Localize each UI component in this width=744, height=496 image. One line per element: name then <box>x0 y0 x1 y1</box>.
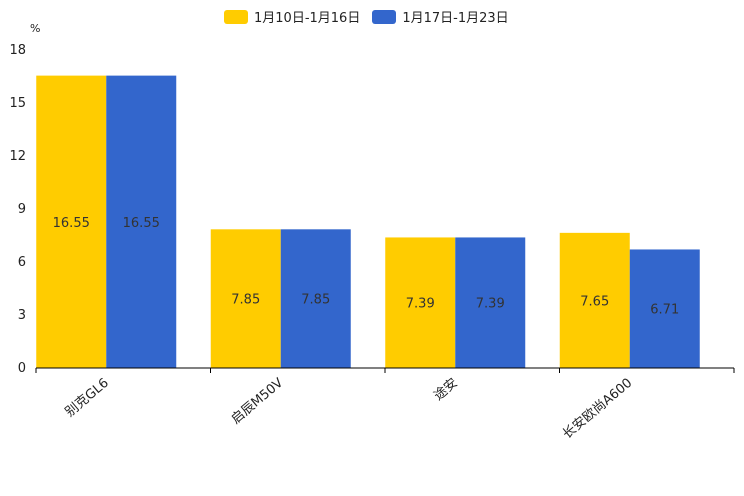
bar-1 <box>559 232 630 368</box>
bar-1 <box>210 229 281 368</box>
bar-value-label: 7.65 <box>580 294 609 309</box>
bar-2 <box>455 237 526 368</box>
legend-label-series-2: 1月17日-1月23日 <box>402 11 509 26</box>
bar-2 <box>280 229 351 368</box>
bar-value-label: 16.55 <box>53 216 90 231</box>
bar-2 <box>629 249 700 368</box>
y-tick-label: 6 <box>18 255 26 270</box>
legend-item-series-2[interactable]: 1月17日-1月23日 <box>372 7 509 26</box>
bar-value-label: 7.39 <box>476 297 505 312</box>
legend-swatch-series-1 <box>224 9 248 24</box>
y-tick-label: 18 <box>9 43 26 58</box>
bar-value-label: 7.85 <box>301 293 330 308</box>
y-axis-unit-label: % <box>30 22 41 35</box>
chart-legend: 1月10日-1月16日 1月17日-1月23日 <box>224 7 509 26</box>
bar-1 <box>36 75 107 368</box>
bar-value-label: 7.39 <box>406 297 435 312</box>
y-tick-label: 9 <box>18 202 26 217</box>
x-tick-label: 启辰M50V <box>229 376 287 428</box>
bar-value-label: 6.71 <box>650 303 679 318</box>
bar-value-label: 7.85 <box>231 293 260 308</box>
x-tick-label: 别克GL6 <box>63 376 112 421</box>
y-tick-label: 0 <box>18 361 26 376</box>
x-tick-label: 途安 <box>431 375 461 404</box>
y-tick-label: 12 <box>9 149 26 164</box>
bar-value-label: 16.55 <box>123 216 160 231</box>
legend-item-series-1[interactable]: 1月10日-1月16日 <box>224 7 360 26</box>
bar-1 <box>385 237 456 368</box>
y-tick-label: 15 <box>9 96 26 111</box>
legend-label-series-1: 1月10日-1月16日 <box>254 11 361 26</box>
x-tick-label: 长安欧尚A600 <box>560 376 635 443</box>
bar-2 <box>106 75 177 368</box>
y-tick-label: 3 <box>18 308 26 323</box>
legend-swatch-series-2 <box>372 9 397 24</box>
